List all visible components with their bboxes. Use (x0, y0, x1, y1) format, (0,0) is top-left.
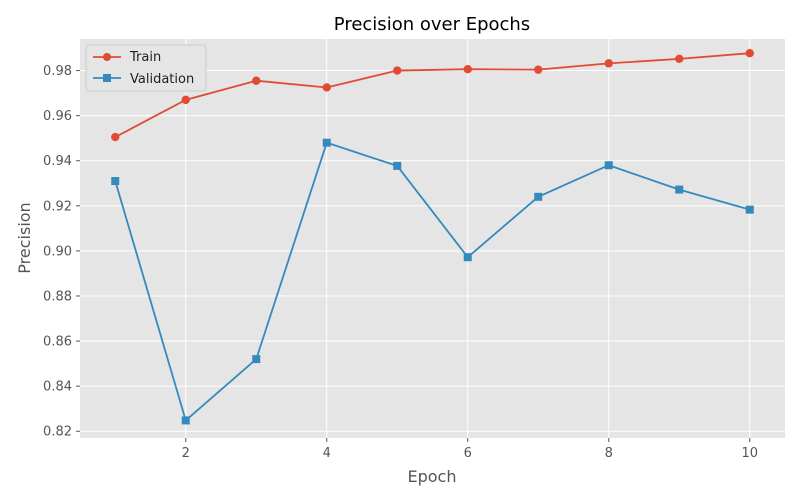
y-tick-label: 0.84 (43, 380, 72, 395)
y-tick-label: 0.86 (43, 335, 72, 350)
legend-label-validation: Validation (130, 72, 194, 87)
data-point-validation (111, 177, 120, 186)
data-point-validation (393, 161, 402, 170)
data-point-train (322, 83, 331, 92)
y-tick-label: 0.96 (43, 109, 72, 124)
chart-title: Precision over Epochs (334, 14, 530, 35)
legend-marker-validation (103, 74, 111, 82)
x-tick-label: 6 (464, 446, 472, 461)
y-tick-label: 0.90 (43, 244, 72, 259)
legend: Train Validation (85, 44, 207, 92)
data-point-validation (322, 138, 331, 147)
data-point-validation (534, 192, 543, 201)
series-line-validation (114, 141, 750, 423)
series-line-train (114, 52, 750, 138)
grid-lines (80, 39, 785, 438)
x-tick-label: 2 (182, 446, 190, 461)
data-point-train (745, 49, 754, 58)
tick-labels: 2 4 6 8 10 0.82 0.84 0.86 0.88 0.90 0.92 0.94 0.96 0.… (43, 64, 758, 461)
data-point-validation (252, 355, 261, 364)
x-axis-label: Epoch (408, 467, 457, 486)
legend-marker-train (103, 53, 111, 61)
data-point-train (181, 95, 190, 105)
data-point-validation (675, 185, 684, 194)
y-tick-label: 0.82 (43, 425, 72, 440)
x-tick-label: 10 (741, 446, 758, 461)
y-tick-label: 0.94 (43, 154, 72, 169)
data-point-train (252, 76, 261, 85)
series-layer (111, 49, 754, 425)
y-axis-label: Precision (15, 202, 34, 273)
x-tick-label: 8 (605, 446, 613, 461)
data-point-train (534, 65, 543, 74)
data-point-validation (181, 416, 190, 425)
data-point-validation (604, 161, 613, 170)
plot-area (80, 39, 785, 438)
data-point-train (463, 65, 472, 74)
data-point-train (393, 66, 402, 75)
data-point-train (111, 132, 120, 142)
y-tick-label: 0.98 (43, 64, 72, 79)
x-tick-label: 4 (323, 446, 331, 461)
y-tick-label: 0.92 (43, 199, 72, 214)
y-tick-label: 0.88 (43, 289, 72, 304)
legend-label-train: Train (129, 50, 161, 65)
data-point-train (604, 59, 613, 68)
data-point-validation (745, 205, 754, 214)
data-point-train (675, 54, 684, 64)
data-point-validation (463, 253, 472, 262)
